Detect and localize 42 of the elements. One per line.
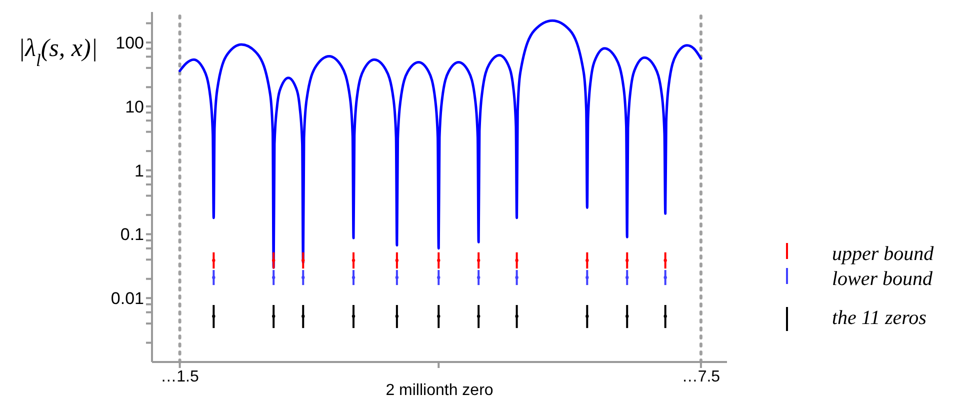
point (272, 276, 276, 280)
legend-label: lower bound (832, 268, 934, 290)
legend-label: the 11 zeros (832, 307, 927, 329)
point (476, 258, 480, 262)
line-series (178, 19, 702, 269)
point (626, 314, 629, 318)
point (626, 258, 629, 262)
point (437, 276, 440, 280)
point (515, 314, 518, 318)
point (302, 276, 305, 280)
point (437, 258, 440, 262)
x-axis-title: 2 millionth zero (386, 382, 494, 399)
point (586, 276, 589, 280)
point (272, 258, 276, 262)
point (212, 314, 216, 318)
point (664, 276, 667, 280)
point (664, 258, 667, 262)
point (515, 276, 518, 280)
point (352, 314, 356, 318)
point (437, 314, 440, 318)
point (352, 258, 356, 262)
point (515, 258, 518, 262)
y-tick-label: 10 (125, 97, 144, 116)
y-tick-label: 100 (116, 34, 144, 53)
y-tick-label: 0.1 (120, 225, 144, 244)
point (586, 314, 589, 318)
point (476, 276, 480, 280)
point (626, 276, 629, 280)
y-tick-label: 0.01 (110, 289, 144, 308)
legend-label: upper bound (832, 243, 935, 265)
point (272, 314, 276, 318)
y-axis-title: |λ$_{l}$(s, x)| (18, 35, 98, 70)
point (586, 258, 589, 262)
point (664, 314, 667, 318)
point (212, 258, 216, 262)
point (302, 258, 305, 262)
x-tick-label: …7.5 (682, 368, 720, 386)
point (212, 276, 216, 280)
x-tick-label: …1.5 (160, 368, 200, 386)
point (302, 314, 305, 318)
point (476, 314, 480, 318)
y-tick-label: 1 (134, 161, 144, 180)
